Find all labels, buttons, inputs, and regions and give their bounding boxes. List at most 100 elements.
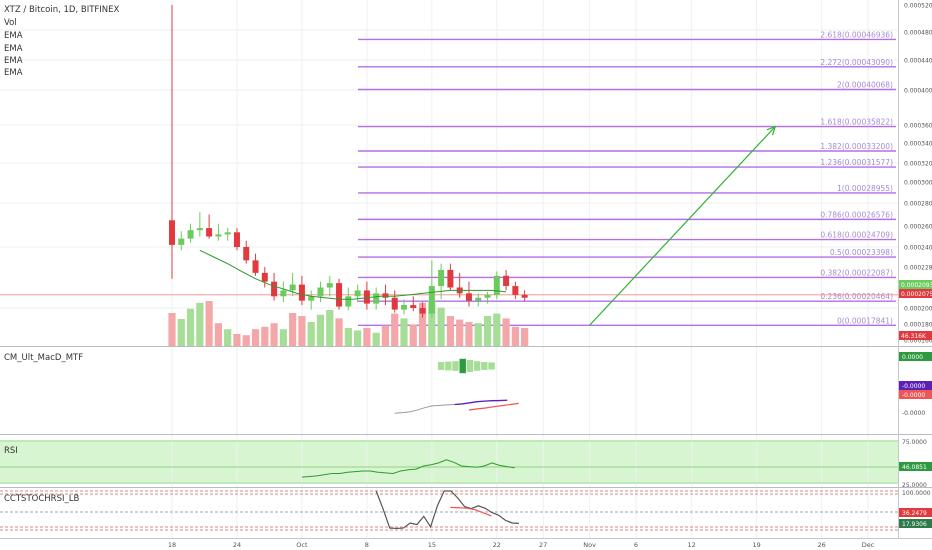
fib-label: 1.618(0.00035822) <box>820 118 893 127</box>
time-tick: 6 <box>634 541 638 549</box>
volume-bar <box>456 319 464 346</box>
ema-line <box>199 249 507 300</box>
macd-panel: 0.0000 -0.0000 -0.0000 -0.0000 <box>394 352 932 417</box>
rsi-panel: 75.0000 25.0000 46.0851 <box>0 439 932 489</box>
candle-body <box>261 272 268 282</box>
macd-axis-label: 0.0000 <box>902 354 923 361</box>
macd-badge <box>899 352 932 361</box>
rsi-last-label: 46.0851 <box>902 464 927 471</box>
time-tick: 24 <box>233 541 241 549</box>
volume-bar <box>400 318 408 346</box>
legend-ema[interactable]: EMA <box>4 31 23 41</box>
fib-label: 0(0.00017841) <box>837 316 893 325</box>
legend-ema[interactable]: EMA <box>4 44 23 54</box>
candle-body <box>363 290 370 304</box>
price-badge-text: 46.316K <box>901 333 927 340</box>
candle-body <box>401 305 407 310</box>
macd-histogram-bar <box>445 361 452 371</box>
candle-body <box>215 234 222 237</box>
candle-body <box>317 287 324 297</box>
time-tick: 27 <box>539 541 547 549</box>
stochrsi-title[interactable]: CCTSTOCHRSI_LB <box>4 494 79 504</box>
volume-bar <box>344 328 352 346</box>
macd-histogram-bar <box>466 360 474 372</box>
volume-bar <box>446 316 454 346</box>
candle-body <box>438 269 445 287</box>
candle-body <box>391 297 398 310</box>
candle-body <box>410 305 417 308</box>
rsi-axis-label: 25.0000 <box>902 482 927 489</box>
fib-label: 1.382(0.00033200) <box>820 142 893 151</box>
fib-label: 0.5(0.00023398) <box>830 248 893 257</box>
time-tick: 26 <box>817 541 825 549</box>
fib-label: 0.382(0.00022087) <box>820 268 893 277</box>
macd-histogram-bar <box>452 361 459 371</box>
legend-ema[interactable]: EMA <box>4 68 23 78</box>
time-axis: 18 24 Oct 8 15 22 27 Nov 6 12 19 26 Dec <box>168 541 875 549</box>
volume-bar <box>233 334 241 346</box>
rsi-axis-label: 75.0000 <box>902 439 927 446</box>
time-tick: 19 <box>752 541 760 549</box>
price-badge-text: 0.00020938 <box>901 282 932 289</box>
macd-histogram-bar <box>437 362 445 370</box>
volume-bar <box>224 329 232 346</box>
volume-bar <box>270 323 278 346</box>
macd-signal-line <box>468 402 519 411</box>
volume-bar <box>381 325 390 346</box>
stoch-badge <box>899 519 932 528</box>
volume-bar <box>502 318 510 346</box>
candle-body <box>196 228 203 231</box>
volume-bar <box>335 318 343 346</box>
time-tick: 22 <box>493 541 501 549</box>
volume-bar <box>437 307 445 346</box>
volume-bars <box>168 300 529 346</box>
volume-bar <box>298 316 306 346</box>
candle-body <box>503 275 510 287</box>
candle-body <box>484 294 491 298</box>
arrow-shaft <box>589 126 776 326</box>
price-tick: 0.00028000 <box>904 201 932 208</box>
volume-bar <box>418 302 427 346</box>
stoch-d-line <box>450 506 492 517</box>
rsi-line <box>301 459 515 478</box>
candle-body <box>252 260 259 273</box>
arrow-head <box>766 125 777 136</box>
price-tick: 0.00020000 <box>904 306 932 313</box>
time-tick: 8 <box>365 541 369 549</box>
volume-bar <box>409 324 417 346</box>
fib-label: 2(0.00040068) <box>837 80 893 89</box>
price-tick: 0.00044000 <box>904 58 932 65</box>
volume-bar <box>279 329 287 346</box>
price-tick: 0.00024000 <box>904 245 932 252</box>
legend-ema[interactable]: EMA <box>4 56 23 66</box>
macd-line-active <box>454 399 508 406</box>
rsi-title[interactable]: RSI <box>4 446 18 456</box>
candle-body <box>271 281 278 297</box>
candle-body <box>280 290 287 297</box>
macd-axis-label: -0.0000 <box>902 410 925 417</box>
price-tick: 0.00022800 <box>904 265 932 272</box>
fib-label: 0.236(0.00020464) <box>820 292 893 301</box>
candle-body <box>206 228 213 237</box>
volume-bar <box>186 308 195 346</box>
volume-bar <box>177 319 185 346</box>
symbol-title[interactable]: XTZ / Bitcoin, 1D, BITFINEX <box>4 5 120 15</box>
macd-title[interactable]: CM_Ult_MacD_MTF <box>4 353 83 363</box>
price-tick: 0.00048000 <box>904 30 932 37</box>
macd-axis-label: -0.0000 <box>902 383 925 390</box>
fib-label: 0.786(0.00026576) <box>820 210 893 219</box>
candle-body <box>428 286 435 314</box>
volume-bar <box>521 328 529 346</box>
candle-body <box>512 286 519 295</box>
volume-bar <box>511 326 519 346</box>
fib-label: 1(0.00028955) <box>837 184 893 193</box>
price-badge <box>899 331 932 340</box>
stoch-last-label: 17.9306 <box>902 521 927 528</box>
price-badge <box>899 280 932 289</box>
time-tick: Nov <box>583 541 596 549</box>
legend-vol[interactable]: Vol <box>4 18 17 28</box>
candle-body <box>354 290 361 297</box>
candle-body <box>475 297 482 301</box>
price-tick: 0.00030000 <box>904 180 932 187</box>
